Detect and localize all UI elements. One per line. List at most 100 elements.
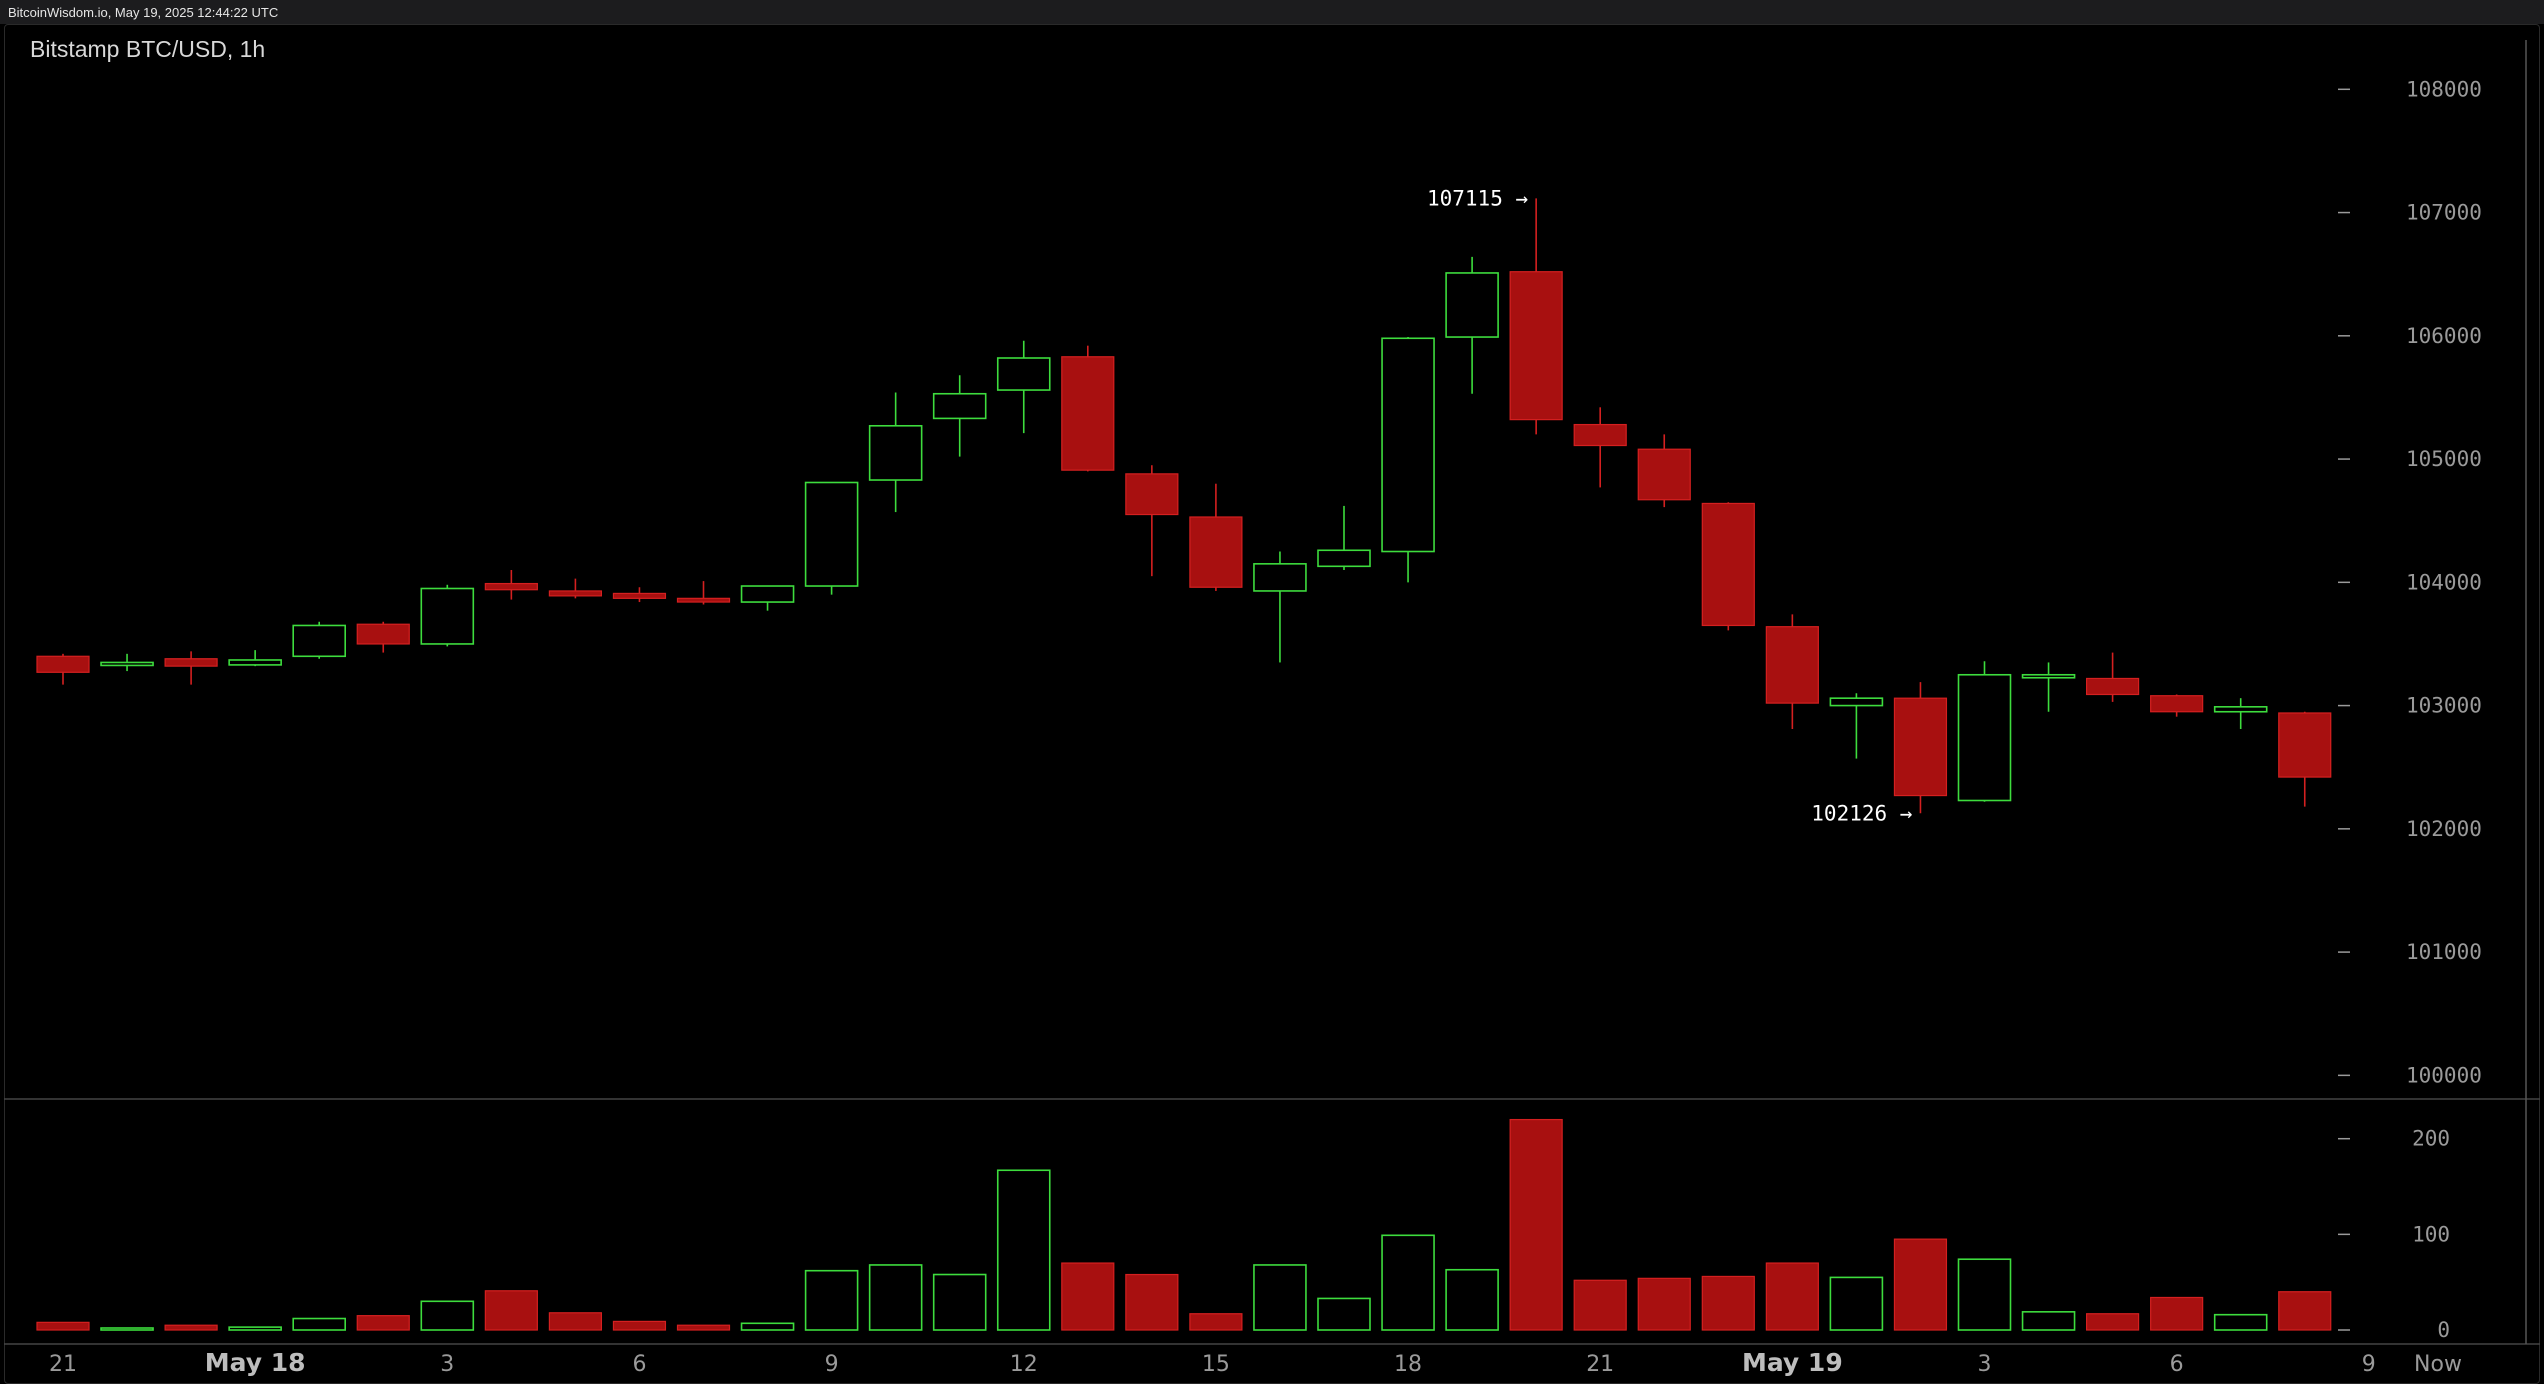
- volume-bar-up: [100, 1327, 154, 1331]
- candle-up: [420, 584, 475, 647]
- volume-bar-down: [2150, 1296, 2204, 1331]
- candle-layer: [36, 198, 2332, 814]
- candle-body: [804, 481, 859, 587]
- timestamp-label: BitcoinWisdom.io, May 19, 2025 12:44:22 …: [8, 5, 279, 20]
- candle-body: [868, 424, 923, 481]
- x-tick-label: 9: [825, 1352, 839, 1377]
- x-tick-label: 3: [440, 1352, 454, 1377]
- candle-down: [1189, 483, 1243, 591]
- annotation-layer: 107115 → 102126 →: [1427, 186, 1912, 825]
- volume-bar-up: [1829, 1276, 1884, 1331]
- volume-bar-down: [612, 1320, 667, 1331]
- price-tick-label: 102000: [2406, 817, 2482, 841]
- candle-body: [1573, 423, 1627, 447]
- candle-up: [2213, 698, 2268, 729]
- x-tick-label: May 19: [1742, 1348, 1843, 1377]
- candle-up: [292, 621, 347, 659]
- candle-body: [2213, 706, 2268, 713]
- volume-bar-down: [2086, 1313, 2140, 1331]
- candle-body: [740, 585, 795, 603]
- volume-bar-down: [1701, 1275, 1755, 1331]
- candle-body: [228, 659, 282, 666]
- candle-body: [1829, 697, 1884, 707]
- volume-bar-down: [1573, 1279, 1627, 1331]
- candle-up: [1957, 661, 2012, 802]
- candle-up: [1829, 693, 1884, 759]
- candle-down: [1765, 614, 1819, 729]
- candle-up: [1253, 551, 1307, 663]
- volume-bar-up: [1381, 1234, 1435, 1331]
- candle-down: [356, 621, 410, 653]
- candle-body: [612, 592, 667, 599]
- x-tick-label: 18: [1394, 1352, 1422, 1377]
- candle-down: [1701, 502, 1755, 631]
- candle-up: [740, 585, 795, 611]
- candle-up: [804, 481, 859, 595]
- volume-bar-up: [804, 1269, 859, 1331]
- volume-bar-down: [356, 1315, 410, 1331]
- candle-body: [1765, 626, 1819, 704]
- volume-tick-label: 0: [2437, 1318, 2450, 1342]
- candle-body: [420, 587, 475, 645]
- candle-body: [548, 590, 603, 597]
- candle-body: [1189, 516, 1243, 588]
- candle-body: [484, 582, 538, 591]
- price-tick-label: 104000: [2406, 570, 2482, 594]
- price-tick-label: 106000: [2406, 324, 2482, 348]
- volume-bar-up: [868, 1264, 923, 1331]
- candle-body: [1061, 356, 1115, 471]
- volume-bar-down: [36, 1321, 90, 1331]
- candle-body: [36, 655, 90, 673]
- candle-body: [2021, 673, 2076, 679]
- chart-title: Bitstamp BTC/USD, 1h: [30, 36, 266, 62]
- volume-bar-up: [740, 1322, 795, 1331]
- candle-down: [484, 570, 538, 600]
- grid-layer: [4, 40, 2540, 1345]
- x-tick-label: 6: [632, 1352, 646, 1377]
- volume-bar-down: [164, 1324, 218, 1331]
- volume-bar-up: [1957, 1258, 2012, 1331]
- axis-layer: 100000 101000 102000 103000 104000 105000 1060…: [49, 77, 2482, 1377]
- candle-down: [2150, 694, 2204, 717]
- candle-down: [1573, 407, 1627, 488]
- top-bar: BitcoinWisdom.io, May 19, 2025 12:44:22 …: [0, 0, 2544, 24]
- volume-bar-down: [1637, 1277, 1691, 1331]
- volume-bar-up: [420, 1300, 475, 1331]
- volume-bar-up: [228, 1326, 282, 1331]
- candle-body: [676, 597, 731, 603]
- candle-up: [2021, 662, 2076, 712]
- volume-bar-up: [2213, 1313, 2268, 1331]
- candle-down: [1061, 345, 1115, 472]
- x-tick-label: 3: [1978, 1352, 1992, 1377]
- volume-bar-down: [1893, 1238, 1948, 1331]
- candle-body: [292, 624, 347, 658]
- candle-down: [548, 578, 603, 599]
- volume-bar-down: [1765, 1262, 1819, 1331]
- x-tick-label: May 18: [205, 1348, 306, 1377]
- candle-down: [1637, 434, 1691, 508]
- candle-down: [1125, 465, 1179, 577]
- candle-body: [1893, 697, 1948, 797]
- x-tick-label: 21: [1586, 1352, 1614, 1377]
- candle-body: [1317, 549, 1371, 568]
- candle-up: [1317, 505, 1371, 570]
- candle-body: [2086, 677, 2140, 696]
- volume-bar-down: [1189, 1313, 1243, 1331]
- candle-body: [1701, 502, 1755, 627]
- volume-bar-up: [1445, 1268, 1499, 1331]
- candle-body: [1381, 337, 1435, 553]
- candle-up: [228, 650, 282, 667]
- chart-panel: [4, 24, 2540, 1384]
- candle-body: [1445, 272, 1499, 338]
- candle-down: [676, 581, 731, 605]
- candle-body: [1957, 673, 2012, 802]
- candle-body: [1125, 473, 1179, 516]
- volume-bar-down: [676, 1324, 731, 1331]
- candle-body: [1637, 448, 1691, 501]
- x-tick-label: 21: [49, 1352, 77, 1377]
- now-label: Now: [2414, 1352, 2462, 1377]
- price-annotation: 107115 →: [1427, 186, 1528, 210]
- candle-down: [1893, 682, 1948, 814]
- x-tick-label: 15: [1202, 1352, 1230, 1377]
